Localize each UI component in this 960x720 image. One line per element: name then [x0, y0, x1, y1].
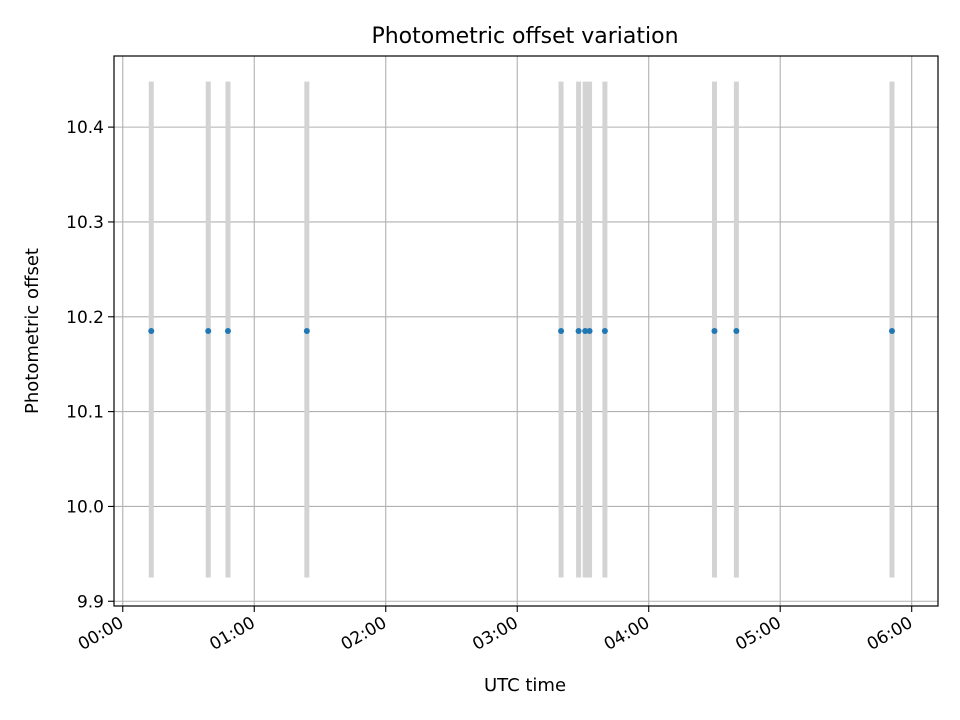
data-point: [224, 328, 231, 334]
data-point: [711, 328, 718, 334]
data-point: [888, 328, 895, 334]
data-point: [586, 328, 593, 334]
data-point: [582, 328, 589, 334]
x-tick-label: 01:00: [206, 613, 258, 655]
data-point: [601, 328, 608, 334]
y-tick-label: 10.3: [66, 213, 104, 233]
x-tick-label: 02:00: [338, 613, 390, 655]
x-tick-label: 04:00: [601, 613, 653, 655]
data-points: [148, 328, 895, 334]
y-tick-label: 10.2: [66, 308, 104, 328]
y-tick-label: 10.0: [66, 497, 104, 517]
chart-title: Photometric offset variation: [371, 24, 678, 49]
x-tick-label: 03:00: [469, 613, 521, 655]
error-bars: [148, 81, 895, 578]
data-point: [148, 328, 155, 334]
x-axis-ticks: 00:00 01:00 02:00 03:00 04:00 05:00 06:00: [75, 606, 916, 655]
y-tick-label: 10.4: [66, 118, 104, 138]
x-tick-label: 06:00: [864, 613, 916, 655]
data-point: [205, 328, 212, 334]
x-axis-label: UTC time: [484, 675, 566, 696]
y-tick-label: 10.1: [66, 403, 104, 423]
data-point: [733, 328, 740, 334]
x-tick-label: 05:00: [732, 613, 784, 655]
data-point: [575, 328, 582, 334]
y-axis-label: Photometric offset: [22, 248, 43, 414]
x-tick-label: 00:00: [75, 613, 127, 655]
y-axis-ticks: 9.9 10.0 10.1 10.2 10.3 10.4: [66, 118, 114, 612]
data-point: [558, 328, 565, 334]
plot-frame: [113, 55, 939, 607]
data-point: [303, 328, 310, 334]
grid-lines: [114, 56, 938, 606]
y-tick-label: 9.9: [77, 592, 104, 612]
